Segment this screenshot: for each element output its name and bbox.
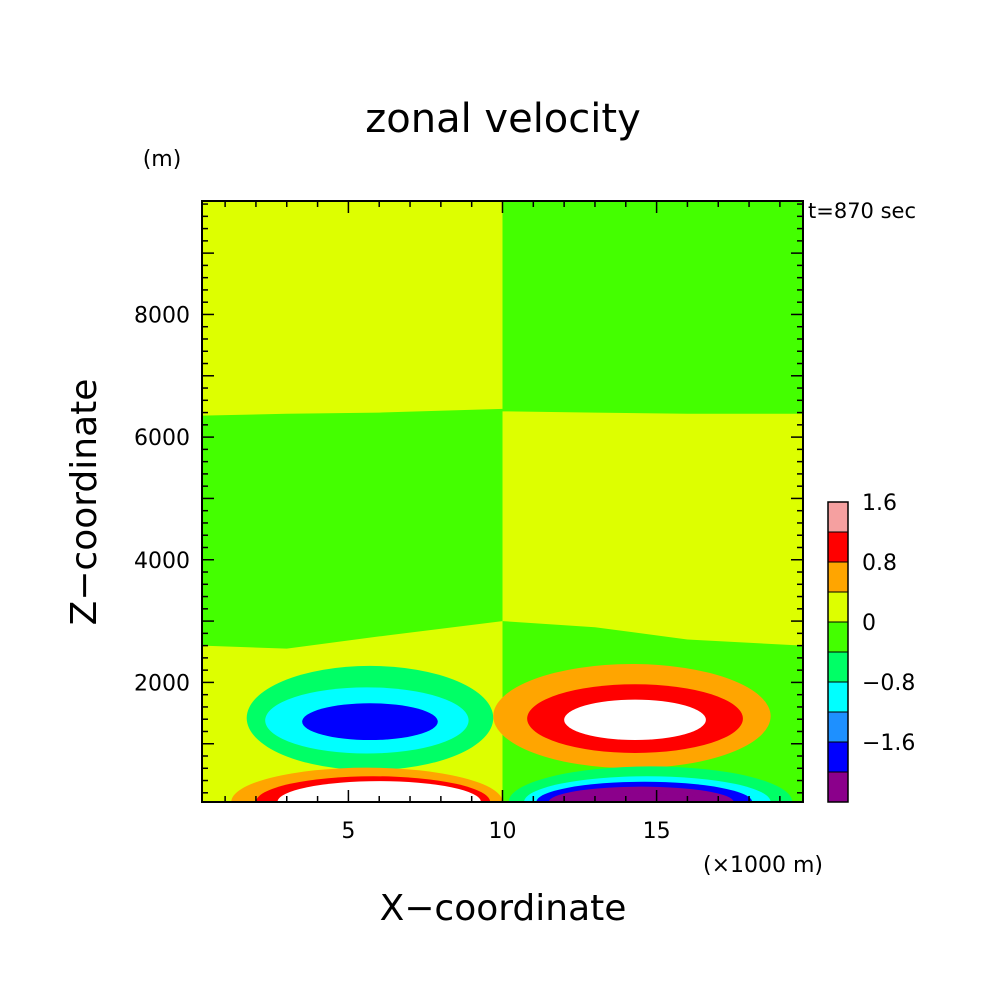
x-axis-label: X−coordinate <box>380 888 627 929</box>
colorbar-swatch <box>828 532 848 562</box>
contour-fill-area <box>202 201 803 802</box>
y-unit-label: (m) <box>143 147 182 172</box>
colorbar-swatch <box>828 622 848 652</box>
contour-region-11 <box>564 699 706 741</box>
colorbar-swatch <box>828 772 848 802</box>
colorbar: −1.6 −0.8 0 0.8 1.6 <box>827 491 915 803</box>
contour-region-8 <box>302 703 438 741</box>
y-tick-label: 8000 <box>134 303 190 328</box>
colorbar-swatch <box>828 592 848 622</box>
y-tick-label: 2000 <box>134 671 190 696</box>
contour-region-2 <box>502 411 803 646</box>
time-label: t=870 sec <box>808 199 916 223</box>
x-tick-label: 15 <box>643 819 671 844</box>
colorbar-swatch <box>828 742 848 772</box>
x-tick-label: 5 <box>341 819 355 844</box>
contour-region-3 <box>202 408 503 649</box>
colorbar-swatch <box>828 562 848 592</box>
colorbar-swatch <box>828 652 848 682</box>
colorbar-tick-label: 0.8 <box>862 551 897 576</box>
colorbar-swatch <box>828 682 848 712</box>
contour-region-21 <box>561 793 716 802</box>
y-tick-label: 4000 <box>134 549 190 574</box>
colorbar-tick-label: 1.6 <box>862 491 897 516</box>
chart-title: zonal velocity <box>365 96 641 142</box>
x-unit-label: (×1000 m) <box>703 853 823 878</box>
axes: 5 10 15 2000 4000 6000 8000 <box>134 201 803 844</box>
colorbar-tick-label: 0 <box>862 611 876 636</box>
colorbar-swatch <box>828 712 848 742</box>
colorbar-tick-label: −1.6 <box>862 731 915 756</box>
x-tick-label: 10 <box>489 819 517 844</box>
y-axis-label: Z−coordinate <box>64 379 105 626</box>
colorbar-tick-label: −0.8 <box>862 671 915 696</box>
colorbar-swatch <box>828 502 848 532</box>
y-tick-label: 6000 <box>134 426 190 451</box>
